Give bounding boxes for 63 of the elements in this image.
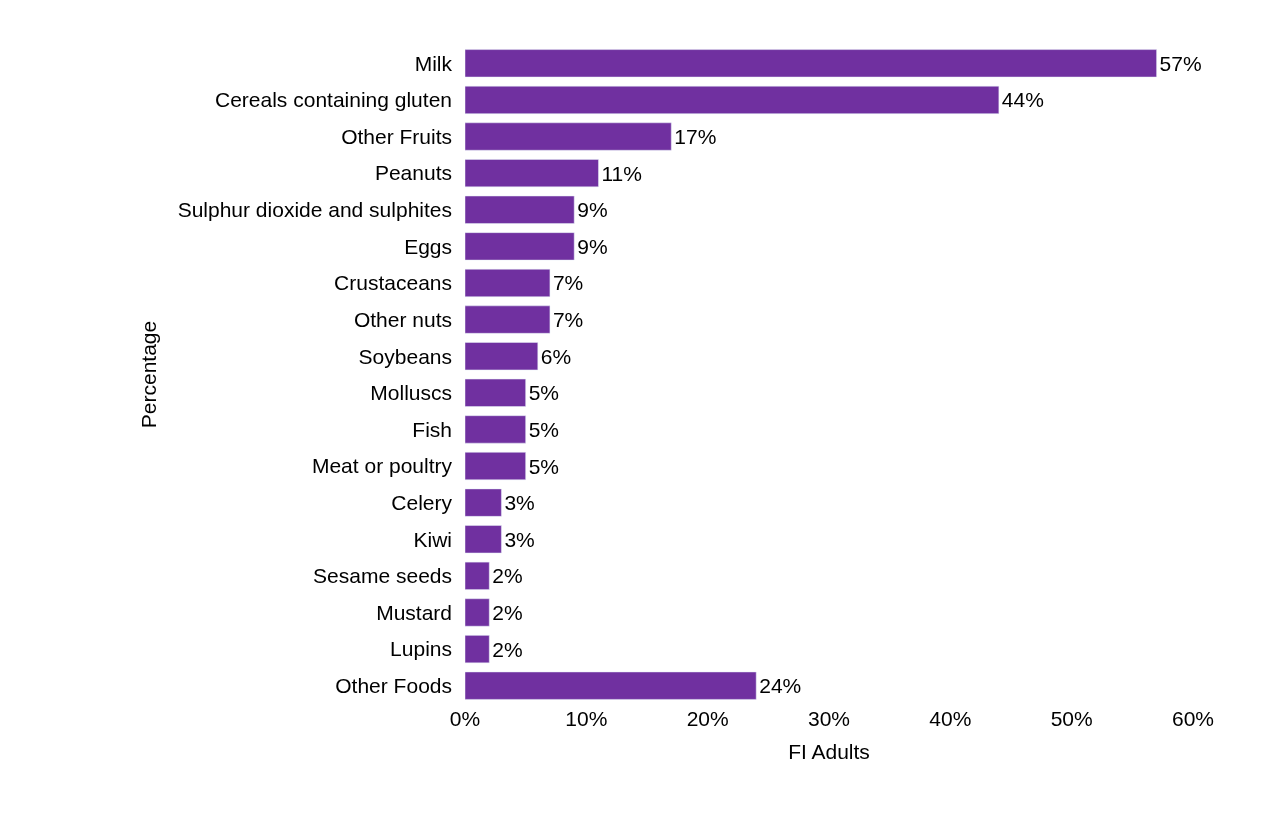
y-tick-label: Peanuts <box>374 161 452 185</box>
x-axis-title: FI Adults <box>788 740 870 764</box>
y-tick-label: Molluscs <box>370 381 452 405</box>
bar <box>465 415 526 444</box>
bar <box>465 195 575 224</box>
y-tick-label: Sulphur dioxide and sulphites <box>177 198 452 222</box>
bar <box>465 85 1000 114</box>
bar <box>465 635 490 664</box>
bar <box>465 49 1157 78</box>
bar <box>465 159 599 188</box>
y-tick-label: Soybeans <box>358 344 452 368</box>
data-label: 7% <box>552 271 584 295</box>
data-label: 44% <box>1001 88 1044 112</box>
bar <box>465 232 575 261</box>
data-label: 9% <box>577 234 608 258</box>
bar <box>465 525 502 554</box>
y-tick-label: Meat or poultry <box>311 454 453 478</box>
y-tick-label: Kiwi <box>413 527 452 551</box>
y-tick-label: Celery <box>391 490 453 514</box>
data-label: 7% <box>552 308 584 332</box>
y-tick-label: Fish <box>412 417 452 441</box>
bar <box>465 671 757 700</box>
data-label: 9% <box>577 198 608 222</box>
data-label: 2% <box>492 564 523 588</box>
data-label: 6% <box>540 344 572 368</box>
x-tick-label: 10% <box>565 707 608 730</box>
data-label: 5% <box>528 417 560 441</box>
data-label: 11% <box>601 161 642 185</box>
y-axis-title: Percentage <box>136 320 160 429</box>
bar <box>465 452 526 481</box>
y-tick-label: Cereals containing gluten <box>215 88 452 112</box>
x-tick-label: 40% <box>929 707 972 730</box>
y-tick-label: Milk <box>414 51 453 75</box>
bar <box>465 305 551 334</box>
x-tick-label: 60% <box>1171 707 1215 730</box>
y-tick-label: Sesame seeds <box>313 564 452 588</box>
y-tick-label: Other nuts <box>353 307 452 331</box>
y-tick-label: Lupins <box>390 637 452 661</box>
bar <box>465 268 551 297</box>
y-tick-label: Eggs <box>404 234 452 258</box>
bar <box>465 122 672 151</box>
y-tick-label: Other Foods <box>335 674 452 698</box>
y-tick-label: Crustaceans <box>334 271 452 295</box>
data-label: 57% <box>1159 51 1202 75</box>
bar <box>465 378 526 407</box>
data-label: 2% <box>492 600 523 624</box>
y-tick-label: Other Fruits <box>341 124 452 148</box>
data-label: 3% <box>504 527 535 551</box>
data-label: 2% <box>492 637 523 661</box>
x-tick-label: 30% <box>807 707 851 730</box>
bar <box>465 598 490 627</box>
data-label: 5% <box>528 381 560 405</box>
data-label: 3% <box>504 491 535 515</box>
bar <box>465 488 502 517</box>
data-label: 5% <box>528 454 560 478</box>
bar <box>465 561 490 590</box>
data-label: 24% <box>759 674 802 698</box>
bar <box>465 342 539 371</box>
data-label: 17% <box>674 125 717 149</box>
x-tick-label: 0% <box>449 707 481 730</box>
x-tick-label: 20% <box>686 707 729 730</box>
x-tick-label: 50% <box>1050 707 1093 730</box>
y-tick-label: Mustard <box>376 600 452 624</box>
